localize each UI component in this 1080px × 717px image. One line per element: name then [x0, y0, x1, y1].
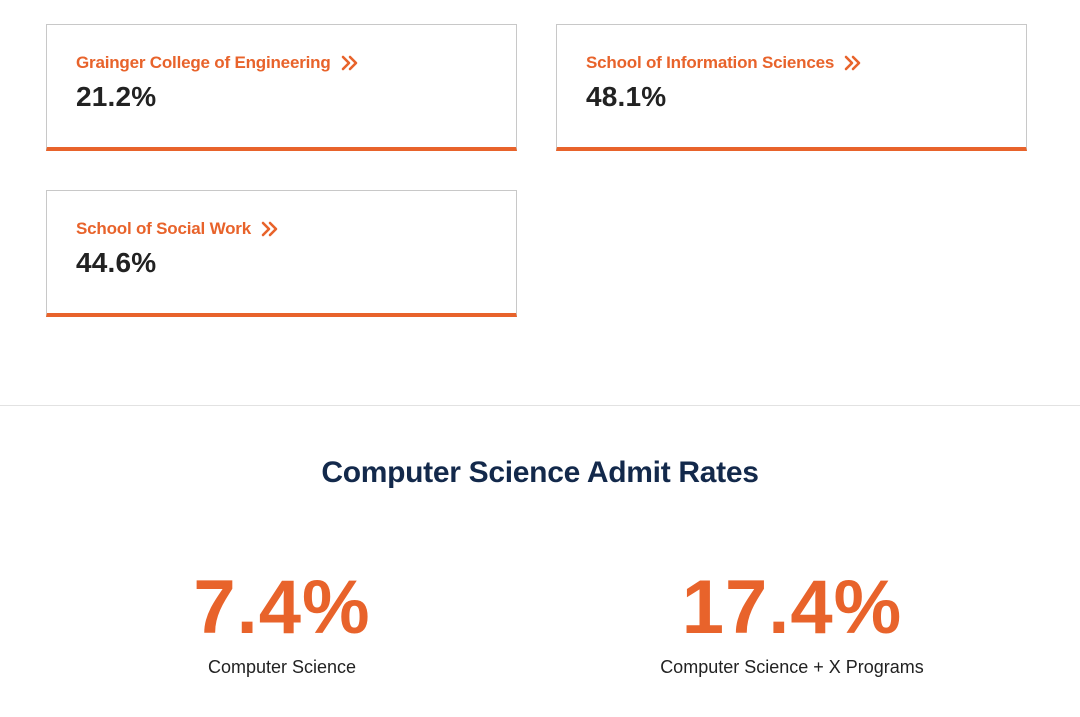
college-admit-rate: 21.2%: [76, 81, 157, 112]
double-chevron-right-icon: [261, 221, 278, 237]
section-divider: [0, 405, 1080, 406]
college-card-information-sciences: School of Information Sciences 48.1%: [556, 24, 1027, 151]
college-link-information-sciences[interactable]: School of Information Sciences: [586, 53, 862, 73]
stat-label: Computer Science: [207, 657, 357, 677]
college-name: Grainger College of Engineering: [76, 53, 331, 72]
college-name: School of Social Work: [76, 219, 251, 238]
stat-label: Computer Science + X Programs: [660, 657, 924, 677]
college-name: School of Information Sciences: [586, 53, 835, 72]
college-link-grainger[interactable]: Grainger College of Engineering: [76, 53, 359, 73]
college-admit-rate: 44.6%: [76, 247, 157, 278]
stat-computer-science: 7.4% Computer Science: [72, 566, 492, 679]
stat-value: 17.4%: [681, 565, 903, 650]
double-chevron-right-icon: [341, 55, 357, 71]
college-card-grainger: Grainger College of Engineering 21.2%: [46, 24, 517, 151]
stat-computer-science-plus-x: 17.4% Computer Science + X Programs: [582, 566, 1002, 679]
college-admit-rate: 48.1%: [586, 81, 667, 112]
college-link-social-work[interactable]: School of Social Work: [76, 219, 279, 239]
double-chevron-right-icon: [844, 55, 861, 71]
section-title: Computer Science Admit Rates: [321, 456, 759, 489]
college-card-social-work: School of Social Work 44.6%: [46, 190, 517, 317]
stat-value: 7.4%: [193, 565, 371, 650]
